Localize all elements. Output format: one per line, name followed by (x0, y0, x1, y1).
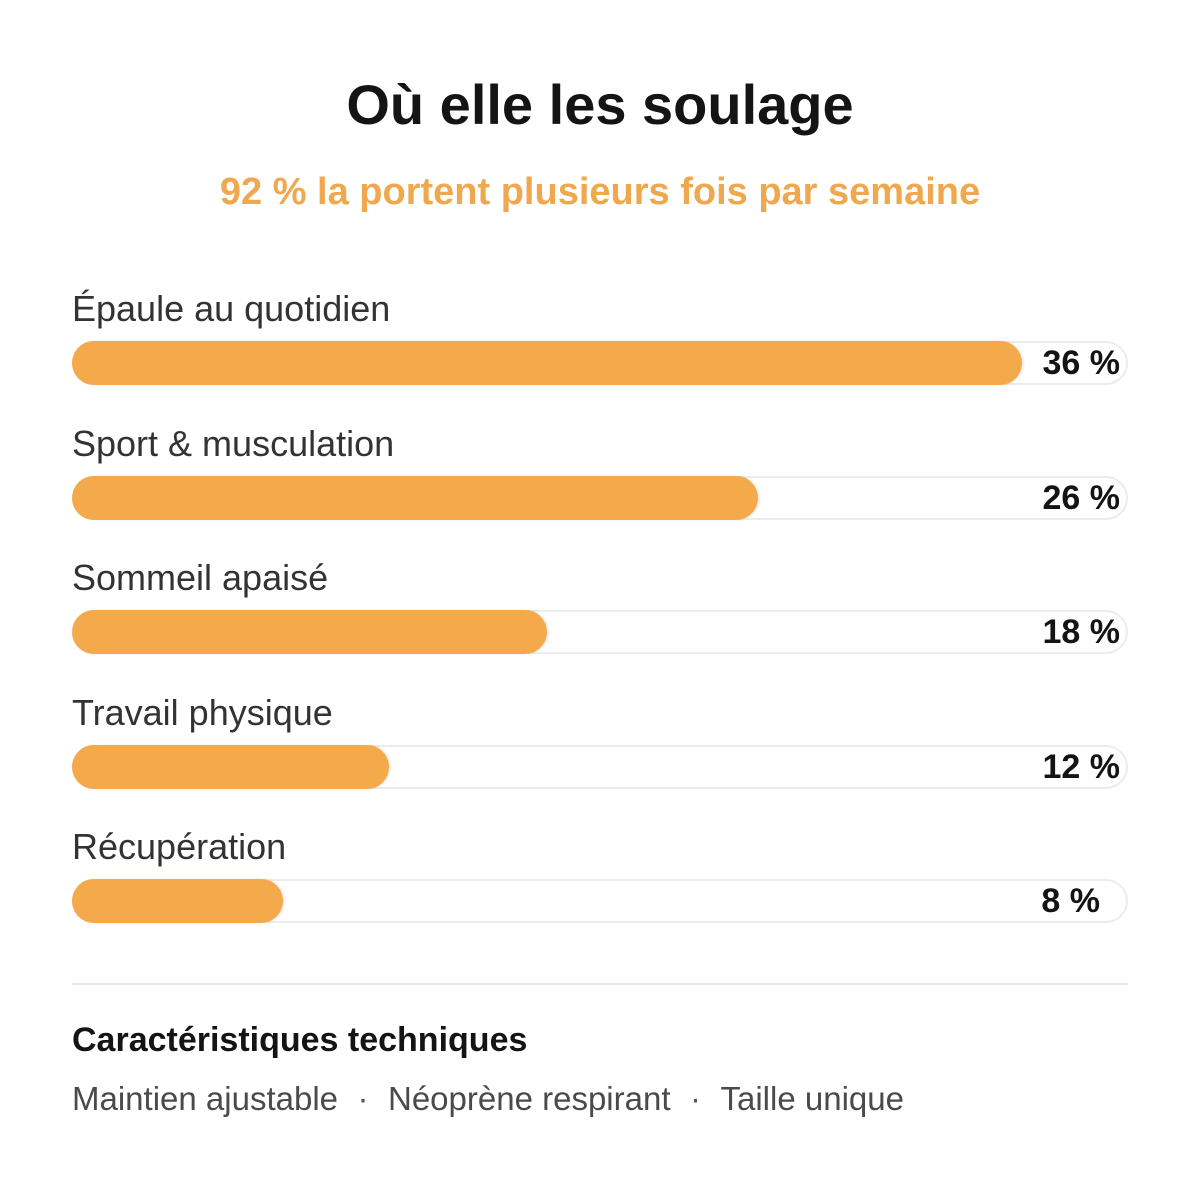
spec-item: Taille unique (720, 1080, 904, 1117)
bar-value-label: 26 % (1042, 478, 1121, 517)
bar (72, 341, 1022, 385)
bar (72, 475, 758, 520)
bar-chart: Épaule au quotidien 36 % Sport & musculati… (72, 282, 1128, 955)
specs-separator: · (690, 1080, 701, 1117)
chart-title: Où elle les soulage (346, 73, 854, 136)
bar-row: Sport & musculation 26 % (72, 417, 1128, 552)
bar-row: Épaule au quotidien 36 % (72, 282, 1128, 417)
bar (72, 610, 547, 654)
bar-label: Épaule au quotidien (72, 288, 391, 329)
bar-row: Travail physique 12 % (72, 686, 1128, 821)
bar-label: Récupération (72, 826, 287, 867)
spec-item: Néoprène respirant (388, 1080, 671, 1117)
bar-value-label: 36 % (1042, 344, 1121, 382)
bar-value-label: 8 % (1041, 882, 1100, 920)
specs-title: Caractéristiques techniques (72, 1021, 528, 1059)
specs-separator: · (357, 1080, 369, 1117)
bar-row: Sommeil apaisé 18 % (72, 551, 1128, 686)
bar-value-label: 18 % (1042, 613, 1121, 651)
bar (72, 744, 389, 789)
specs-list: Maintien ajustable · Néoprène respirant · Ta… (72, 1078, 904, 1120)
bar-label: Sport & musculation (72, 422, 395, 464)
divider (72, 983, 1128, 985)
chart-subtitle: 92 % la portent plusieurs fois par semai… (219, 171, 981, 213)
bar-row: Récupération 8 % (72, 820, 1128, 955)
bar (72, 879, 283, 923)
bar-value-label: 12 % (1042, 747, 1121, 786)
bar-label: Sommeil apaisé (72, 557, 329, 598)
spec-item: Maintien ajustable (72, 1080, 338, 1117)
bar-label: Travail physique (72, 691, 333, 733)
